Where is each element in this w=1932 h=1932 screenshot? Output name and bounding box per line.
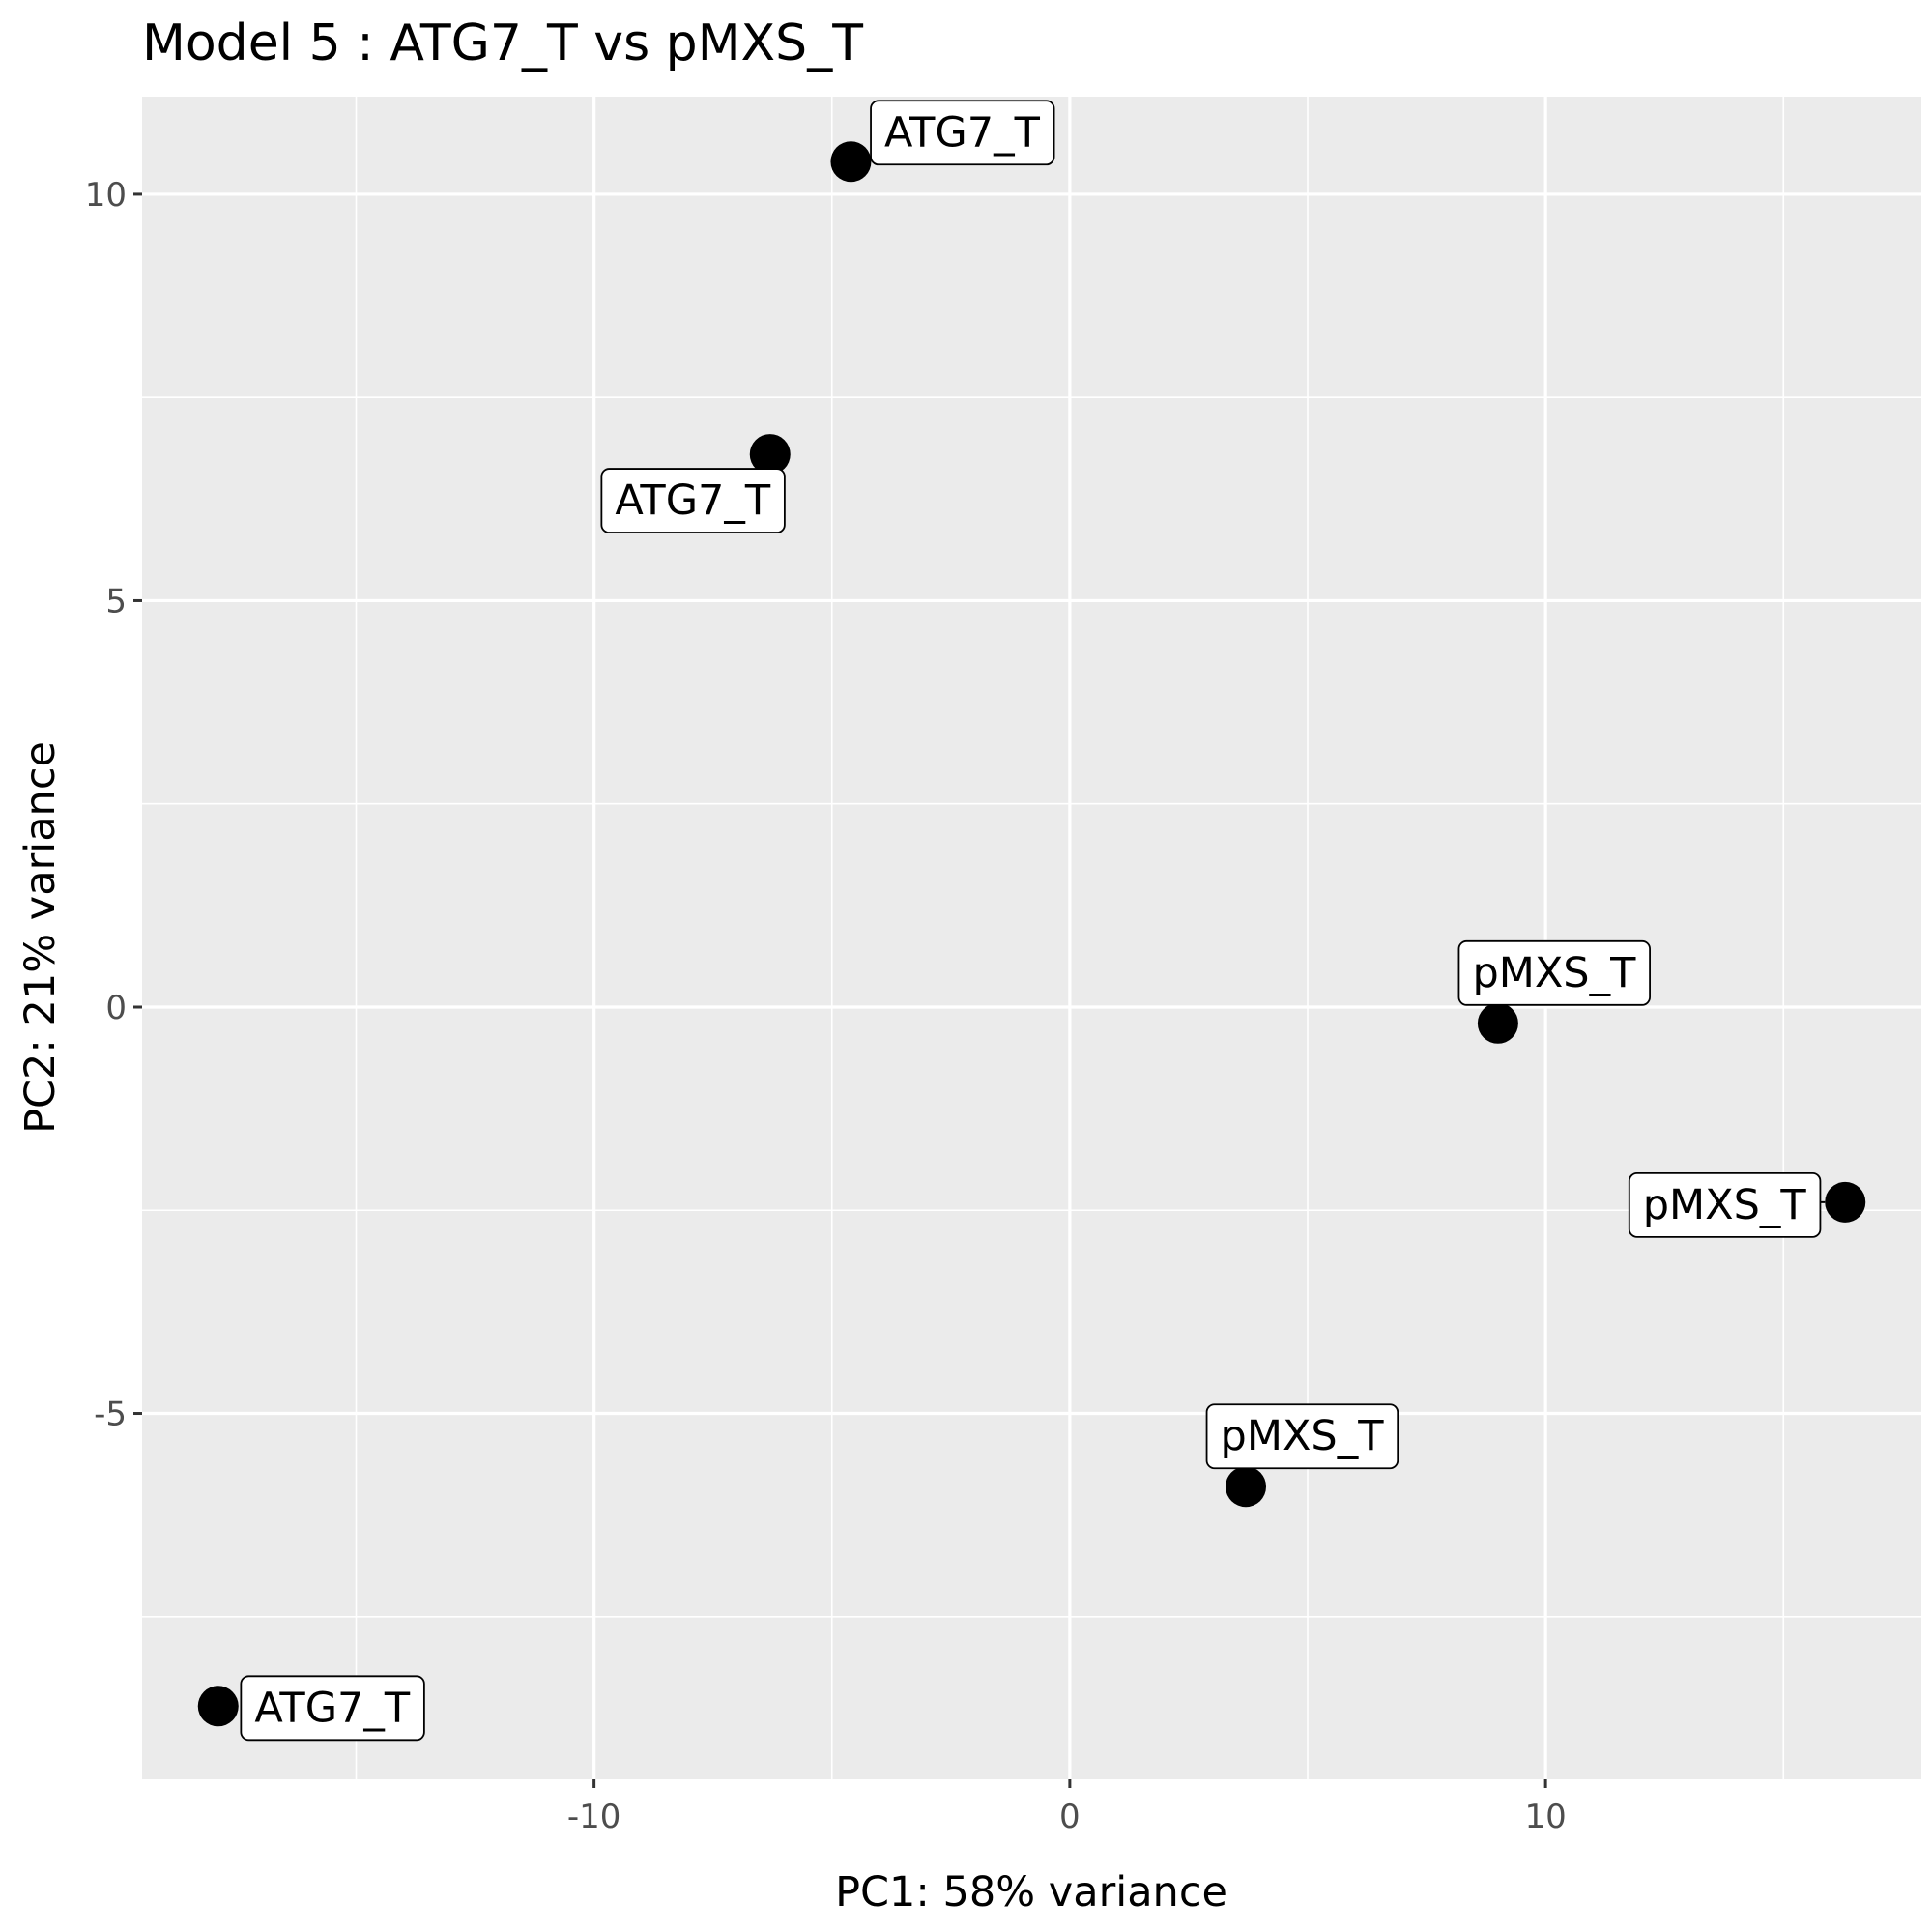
y-axis-tick-labels: -5 0 5 10 [85, 176, 127, 1434]
point-label-box [1457, 939, 1651, 1006]
data-point [830, 141, 872, 183]
y-tick-label: 10 [85, 176, 127, 215]
point-label: pMXS_T [1628, 1171, 1822, 1238]
x-axis-title: PC1: 58% variance [835, 1868, 1227, 1917]
y-tick-label: 5 [105, 582, 127, 620]
x-tick-label: -10 [567, 1798, 621, 1836]
point-label: ATG7_T [240, 1675, 425, 1742]
point-label-text: pMXS_T [1472, 949, 1636, 997]
x-tick-label: 10 [1524, 1798, 1566, 1836]
point-label-text: ATG7_T [884, 108, 1041, 157]
minor-gridlines [142, 97, 1921, 1779]
point-label-text: ATG7_T [254, 1684, 411, 1732]
chart-title: Model 5 : ATG7_T vs pMXS_T [142, 14, 863, 72]
point-label: ATG7_T [870, 100, 1055, 166]
point-label-box [1628, 1171, 1822, 1238]
point-label: ATG7_T [600, 468, 786, 533]
point-label: pMXS_T [1457, 939, 1651, 1006]
point-label-box [870, 100, 1055, 166]
data-point [1477, 1002, 1518, 1044]
plot-panel [142, 97, 1921, 1779]
y-tick-label: -5 [94, 1396, 127, 1434]
point-labels: ATG7_T ATG7_T ATG7_T pMXS_T pMXS_T pMXS_T [240, 100, 1822, 1742]
x-tick-label: 0 [1059, 1798, 1081, 1836]
axis-ticks [133, 192, 1547, 1788]
x-axis-tick-labels: -10 0 10 [567, 1798, 1567, 1836]
point-label-box [600, 468, 786, 533]
data-point [749, 434, 791, 476]
data-point [1226, 1466, 1267, 1508]
data-point [1825, 1181, 1866, 1223]
y-tick-label: 0 [105, 989, 127, 1027]
y-axis-title: PC2: 21% variance [16, 741, 65, 1134]
point-label-box [1205, 1403, 1399, 1470]
point-label-text: pMXS_T [1221, 1412, 1385, 1460]
data-point [197, 1686, 239, 1727]
point-label-box [240, 1675, 425, 1742]
point-label-text: pMXS_T [1643, 1181, 1807, 1229]
data-points [197, 141, 1866, 1727]
point-label: pMXS_T [1205, 1403, 1399, 1470]
point-label-text: ATG7_T [615, 476, 771, 525]
major-gridlines [142, 97, 1921, 1779]
